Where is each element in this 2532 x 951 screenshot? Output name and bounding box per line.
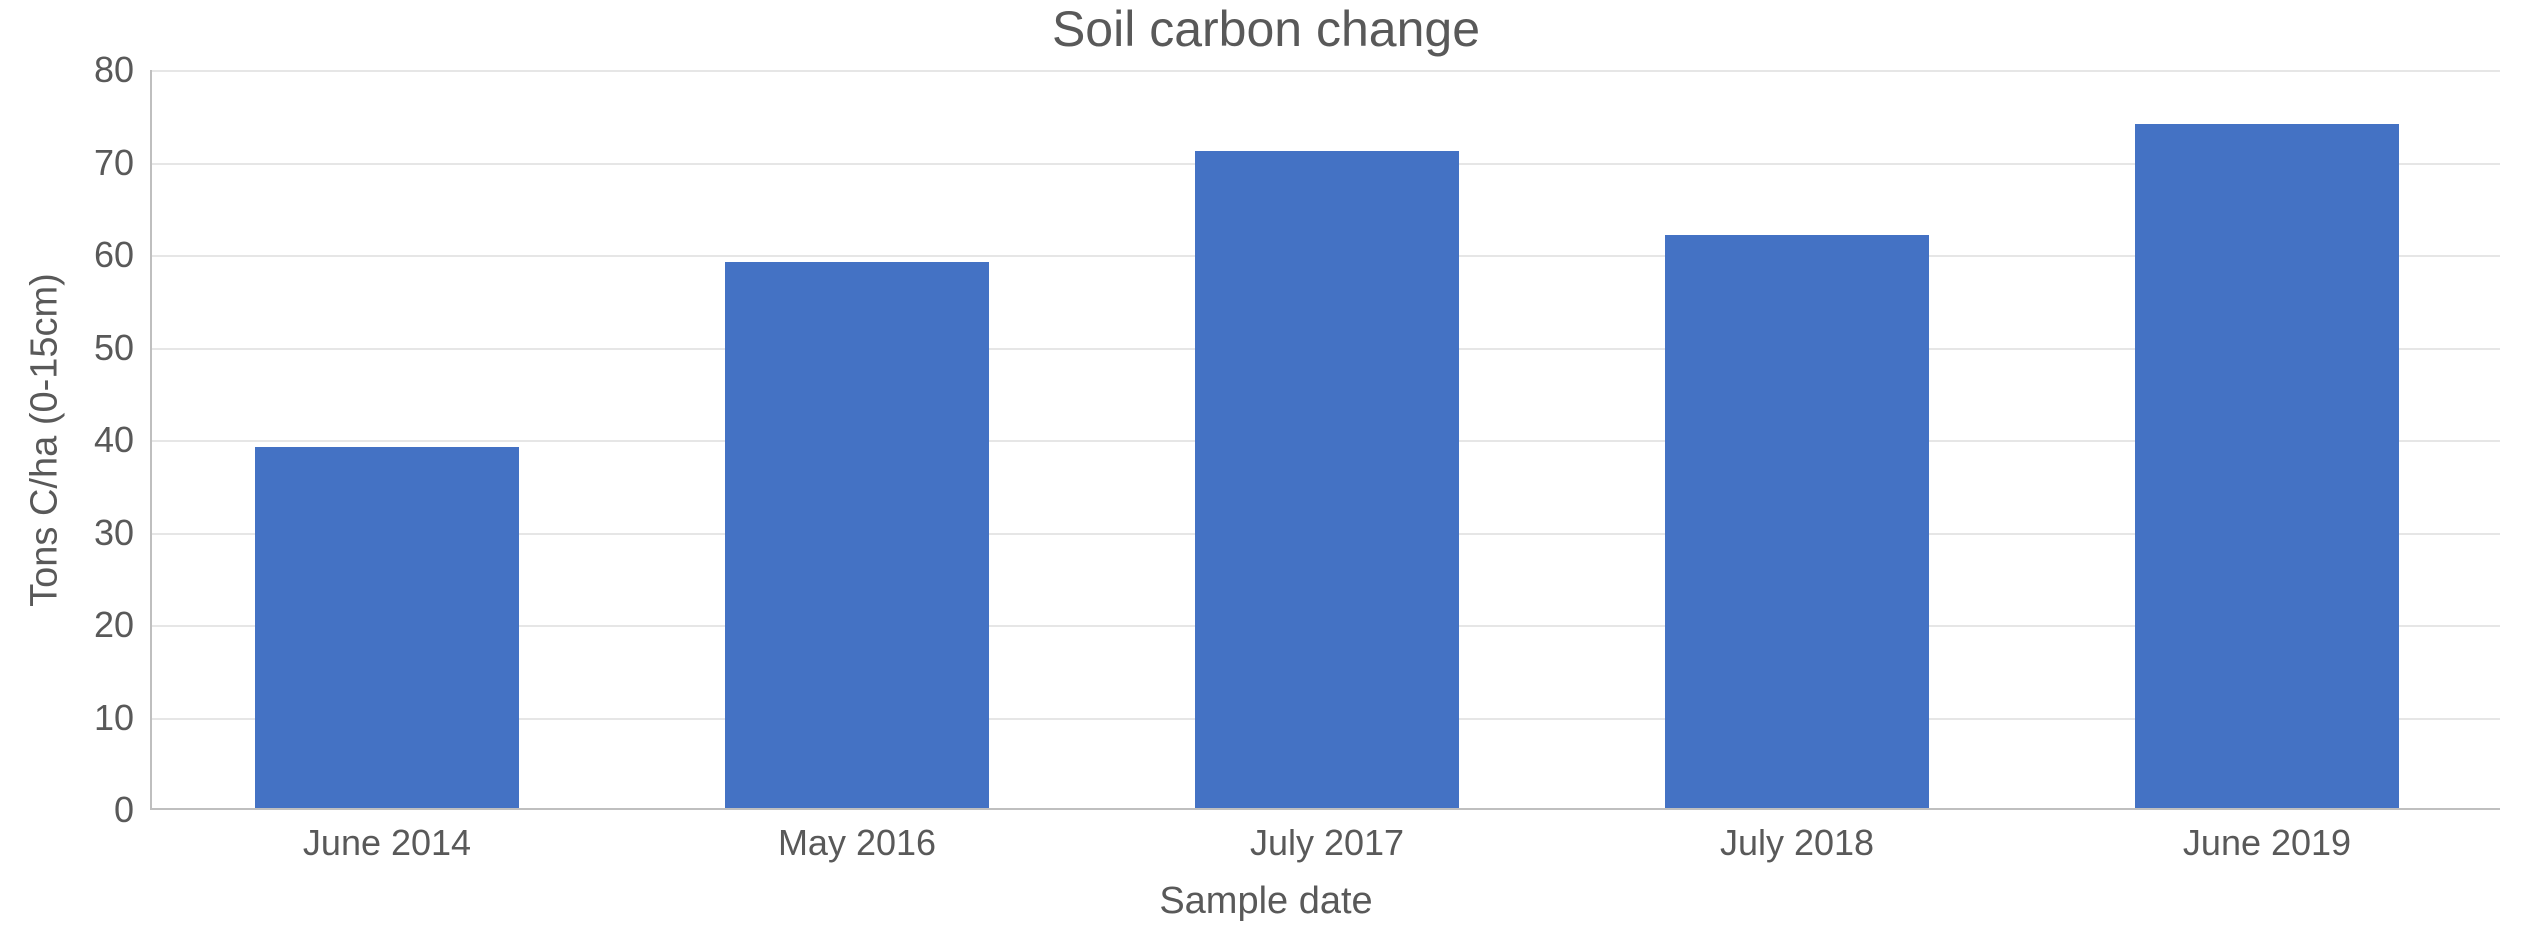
bar bbox=[2135, 124, 2398, 809]
x-tick-label: July 2018 bbox=[1720, 808, 1874, 864]
grid-line bbox=[152, 70, 2500, 72]
bar bbox=[255, 447, 518, 808]
x-tick-label: May 2016 bbox=[778, 808, 936, 864]
x-axis-title: Sample date bbox=[0, 880, 2532, 923]
y-tick-label: 50 bbox=[94, 327, 152, 369]
y-tick-label: 40 bbox=[94, 419, 152, 461]
bar bbox=[725, 262, 988, 808]
x-tick-label: June 2014 bbox=[303, 808, 471, 864]
x-tick-label: June 2019 bbox=[2183, 808, 2351, 864]
soil-carbon-chart: Soil carbon change 01020304050607080June… bbox=[0, 0, 2532, 951]
y-tick-label: 10 bbox=[94, 697, 152, 739]
y-tick-label: 20 bbox=[94, 604, 152, 646]
x-tick-label: July 2017 bbox=[1250, 808, 1404, 864]
y-tick-label: 80 bbox=[94, 49, 152, 91]
bar bbox=[1195, 151, 1458, 808]
y-axis-title: Tons C/ha (0-15cm) bbox=[24, 273, 67, 607]
bar bbox=[1665, 235, 1928, 809]
chart-title: Soil carbon change bbox=[0, 0, 2532, 58]
y-tick-label: 30 bbox=[94, 512, 152, 554]
y-tick-label: 70 bbox=[94, 142, 152, 184]
plot-area: 01020304050607080June 2014May 2016July 2… bbox=[150, 70, 2500, 810]
y-tick-label: 60 bbox=[94, 234, 152, 276]
y-tick-label: 0 bbox=[114, 789, 152, 831]
